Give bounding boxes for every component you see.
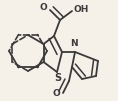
Text: O: O: [39, 4, 47, 13]
Text: O: O: [52, 89, 60, 98]
Text: N: N: [70, 39, 78, 48]
Text: OH: OH: [73, 5, 89, 14]
Text: S: S: [54, 73, 62, 83]
